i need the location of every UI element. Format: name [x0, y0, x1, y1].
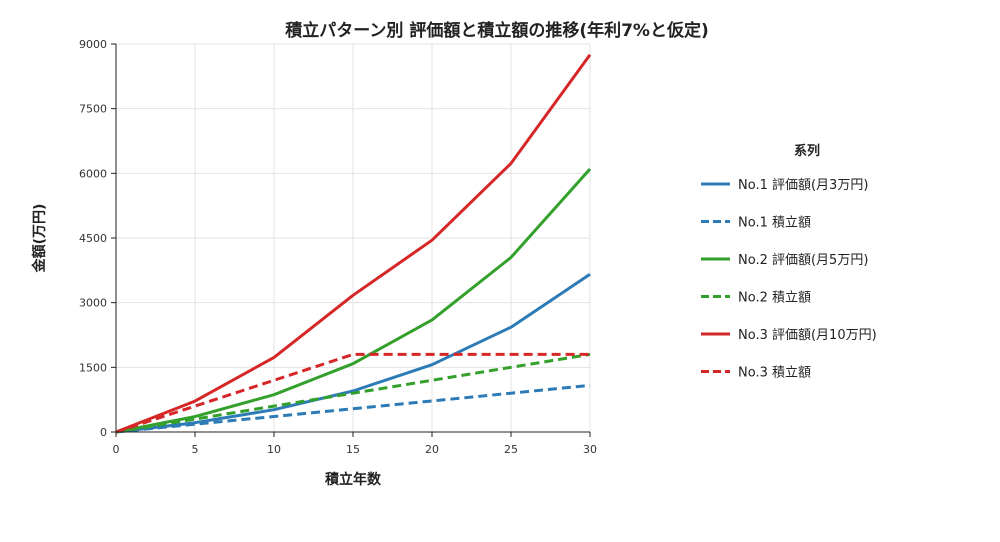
x-axis-label: 積立年数: [324, 471, 382, 488]
y-tick-label: 3000: [79, 297, 107, 310]
legend-item-label: No.3 積立額: [738, 366, 811, 381]
y-tick-label: 4500: [79, 232, 107, 245]
x-tick-label: 25: [504, 443, 518, 456]
series-lines: [115, 53, 592, 434]
y-tick-label: 9000: [79, 38, 107, 51]
series-line-4: [115, 352, 591, 434]
x-tick-label: 15: [346, 443, 360, 456]
series-line-3: [115, 168, 592, 434]
x-tick-label: 0: [113, 443, 120, 456]
legend-item-label: No.1 評価額(月3万円): [738, 178, 868, 193]
x-tick-label: 20: [425, 443, 439, 456]
legend-item-label: No.1 積立額: [738, 216, 811, 231]
legend-title: 系列: [794, 143, 820, 159]
y-tick-label: 6000: [79, 167, 107, 180]
series-line-6: [115, 352, 590, 434]
legend-item-label: No.3 評価額(月10万円): [738, 328, 877, 343]
legend-item-label: No.2 評価額(月5万円): [738, 253, 868, 268]
y-axis-label: 金額(万円): [31, 204, 48, 274]
x-tick-label: 30: [583, 443, 597, 456]
x-ticks: 0 5 10 15 20 25 30: [113, 432, 597, 456]
legend-item-label: No.2 積立額: [738, 291, 811, 306]
x-tick-label: 10: [267, 443, 281, 456]
y-tick-label: 0: [100, 426, 107, 439]
series-line-1: [115, 272, 591, 434]
chart-title: 積立パターン別 評価額と積立額の推移(年利7%と仮定): [285, 20, 708, 41]
grid: [116, 43, 591, 432]
y-tick-label: 1500: [79, 361, 107, 374]
series-line-5: [115, 53, 592, 434]
x-tick-label: 5: [192, 443, 199, 456]
series-line-2: [115, 383, 591, 434]
y-ticks: 0 1500 3000 4500 6000 7500 9000: [79, 38, 116, 439]
y-tick-label: 7500: [79, 103, 107, 116]
legend: 系列 No.1 評価額(月3万円) No.1 積立額 No.2 評価額(月5万円) N…: [701, 143, 877, 381]
